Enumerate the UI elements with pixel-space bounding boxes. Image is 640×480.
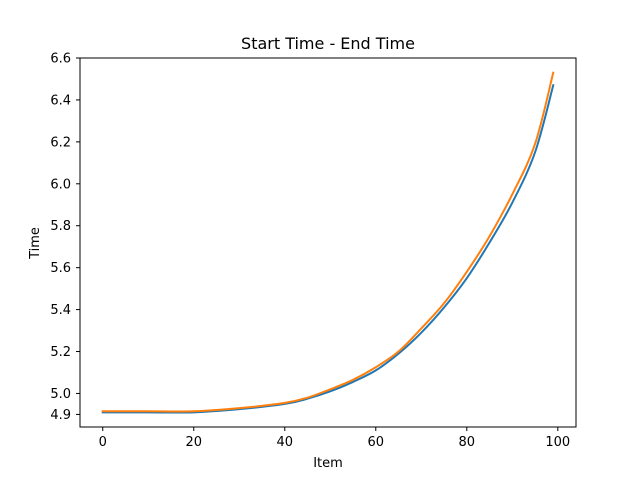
x-tick-label: 100 [545, 435, 570, 450]
chart-title: Start Time - End Time [241, 34, 415, 53]
x-tick-label: 80 [459, 435, 476, 450]
series-line-2 [101, 71, 555, 413]
y-tick-label: 5.6 [50, 261, 71, 276]
x-tick-label: 20 [185, 435, 202, 450]
y-tick-label: 5.0 [50, 387, 71, 402]
y-tick-label: 6.6 [50, 52, 71, 67]
y-tick-label: 5.4 [50, 303, 71, 318]
series-lines [101, 71, 555, 414]
x-tick-label: 40 [276, 435, 293, 450]
y-axis-title: Time [28, 227, 43, 260]
plot-frame [79, 57, 577, 428]
y-tick-label: 5.8 [50, 219, 71, 234]
x-tick-label: 60 [368, 435, 385, 450]
x-tick-label: 0 [99, 435, 107, 450]
y-tick-label: 6.4 [50, 93, 71, 108]
y-tick-label: 6.2 [50, 135, 71, 150]
y-tick-label: 6.0 [50, 177, 71, 192]
series-line-1 [101, 84, 555, 414]
y-tick-label: 5.2 [50, 345, 71, 360]
x-axis-title: Item [313, 456, 343, 471]
y-tick-label: 4.9 [50, 408, 71, 423]
axis-ticks: 0 20 40 60 80 100 4.9 5.0 5.2 5.4 5.6 5.8 6.0 6.2 6.4 6… [50, 52, 570, 451]
